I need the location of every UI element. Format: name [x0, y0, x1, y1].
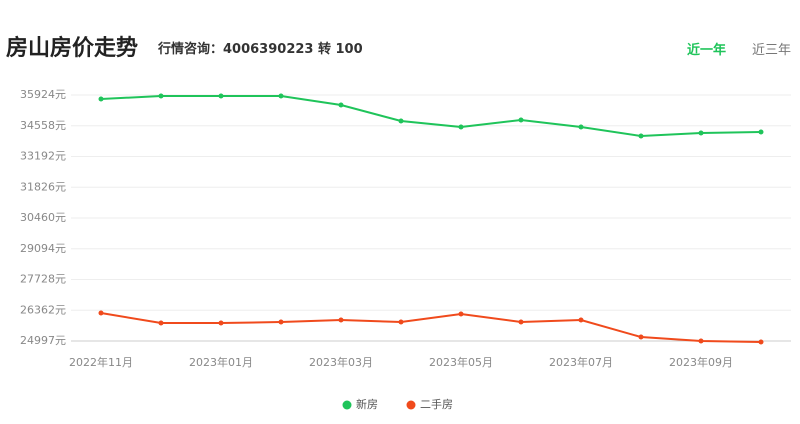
point [698, 338, 704, 344]
point [158, 93, 164, 99]
point [278, 319, 284, 325]
point [98, 310, 104, 316]
point [338, 317, 344, 323]
x-tick-label: 2022年11月 [69, 355, 133, 369]
x-tick-label: 2023年05月 [429, 355, 493, 369]
point [758, 339, 764, 345]
y-tick-label: 27728元 [20, 273, 66, 286]
legend-marker [406, 400, 416, 410]
point [398, 118, 404, 124]
x-tick-label: 2023年01月 [189, 355, 253, 369]
point [458, 311, 464, 317]
point [638, 133, 644, 139]
point [578, 124, 584, 130]
line [100, 312, 762, 343]
y-tick-label: 35924元 [20, 88, 66, 101]
x-tick-label: 2023年07月 [549, 355, 613, 369]
x-tick-label: 2023年03月 [309, 355, 373, 369]
point [518, 117, 524, 123]
tab[interactable]: 近三年 [752, 43, 792, 58]
point [98, 96, 104, 102]
point [158, 320, 164, 326]
point [638, 334, 644, 340]
y-tick-label: 33192元 [20, 150, 66, 163]
point [278, 93, 284, 99]
point [218, 320, 224, 326]
point [698, 130, 704, 136]
y-tick-label: 30460元 [20, 211, 66, 224]
tab[interactable]: 近一年 [687, 43, 727, 58]
point [218, 93, 224, 99]
point [458, 124, 464, 130]
y-tick-label: 29094元 [20, 242, 66, 255]
legend-marker [342, 400, 352, 410]
y-tick-label: 34558元 [20, 119, 66, 132]
legend-text: 二手房 [420, 397, 453, 411]
y-tick-label: 26362元 [20, 303, 66, 316]
point [578, 317, 584, 323]
line [100, 94, 762, 137]
point [338, 102, 344, 108]
x-tick-label: 2023年09月 [669, 355, 733, 369]
point [398, 319, 404, 325]
point [758, 129, 764, 135]
hotline: 行情咨询：4006390223 转 100 [158, 42, 363, 57]
title: 房山房价走势 [6, 36, 139, 61]
y-tick-label: 24997元 [20, 334, 66, 347]
y-tick-label: 31826元 [20, 180, 66, 193]
point [518, 319, 524, 325]
legend-text: 新房 [356, 397, 378, 411]
